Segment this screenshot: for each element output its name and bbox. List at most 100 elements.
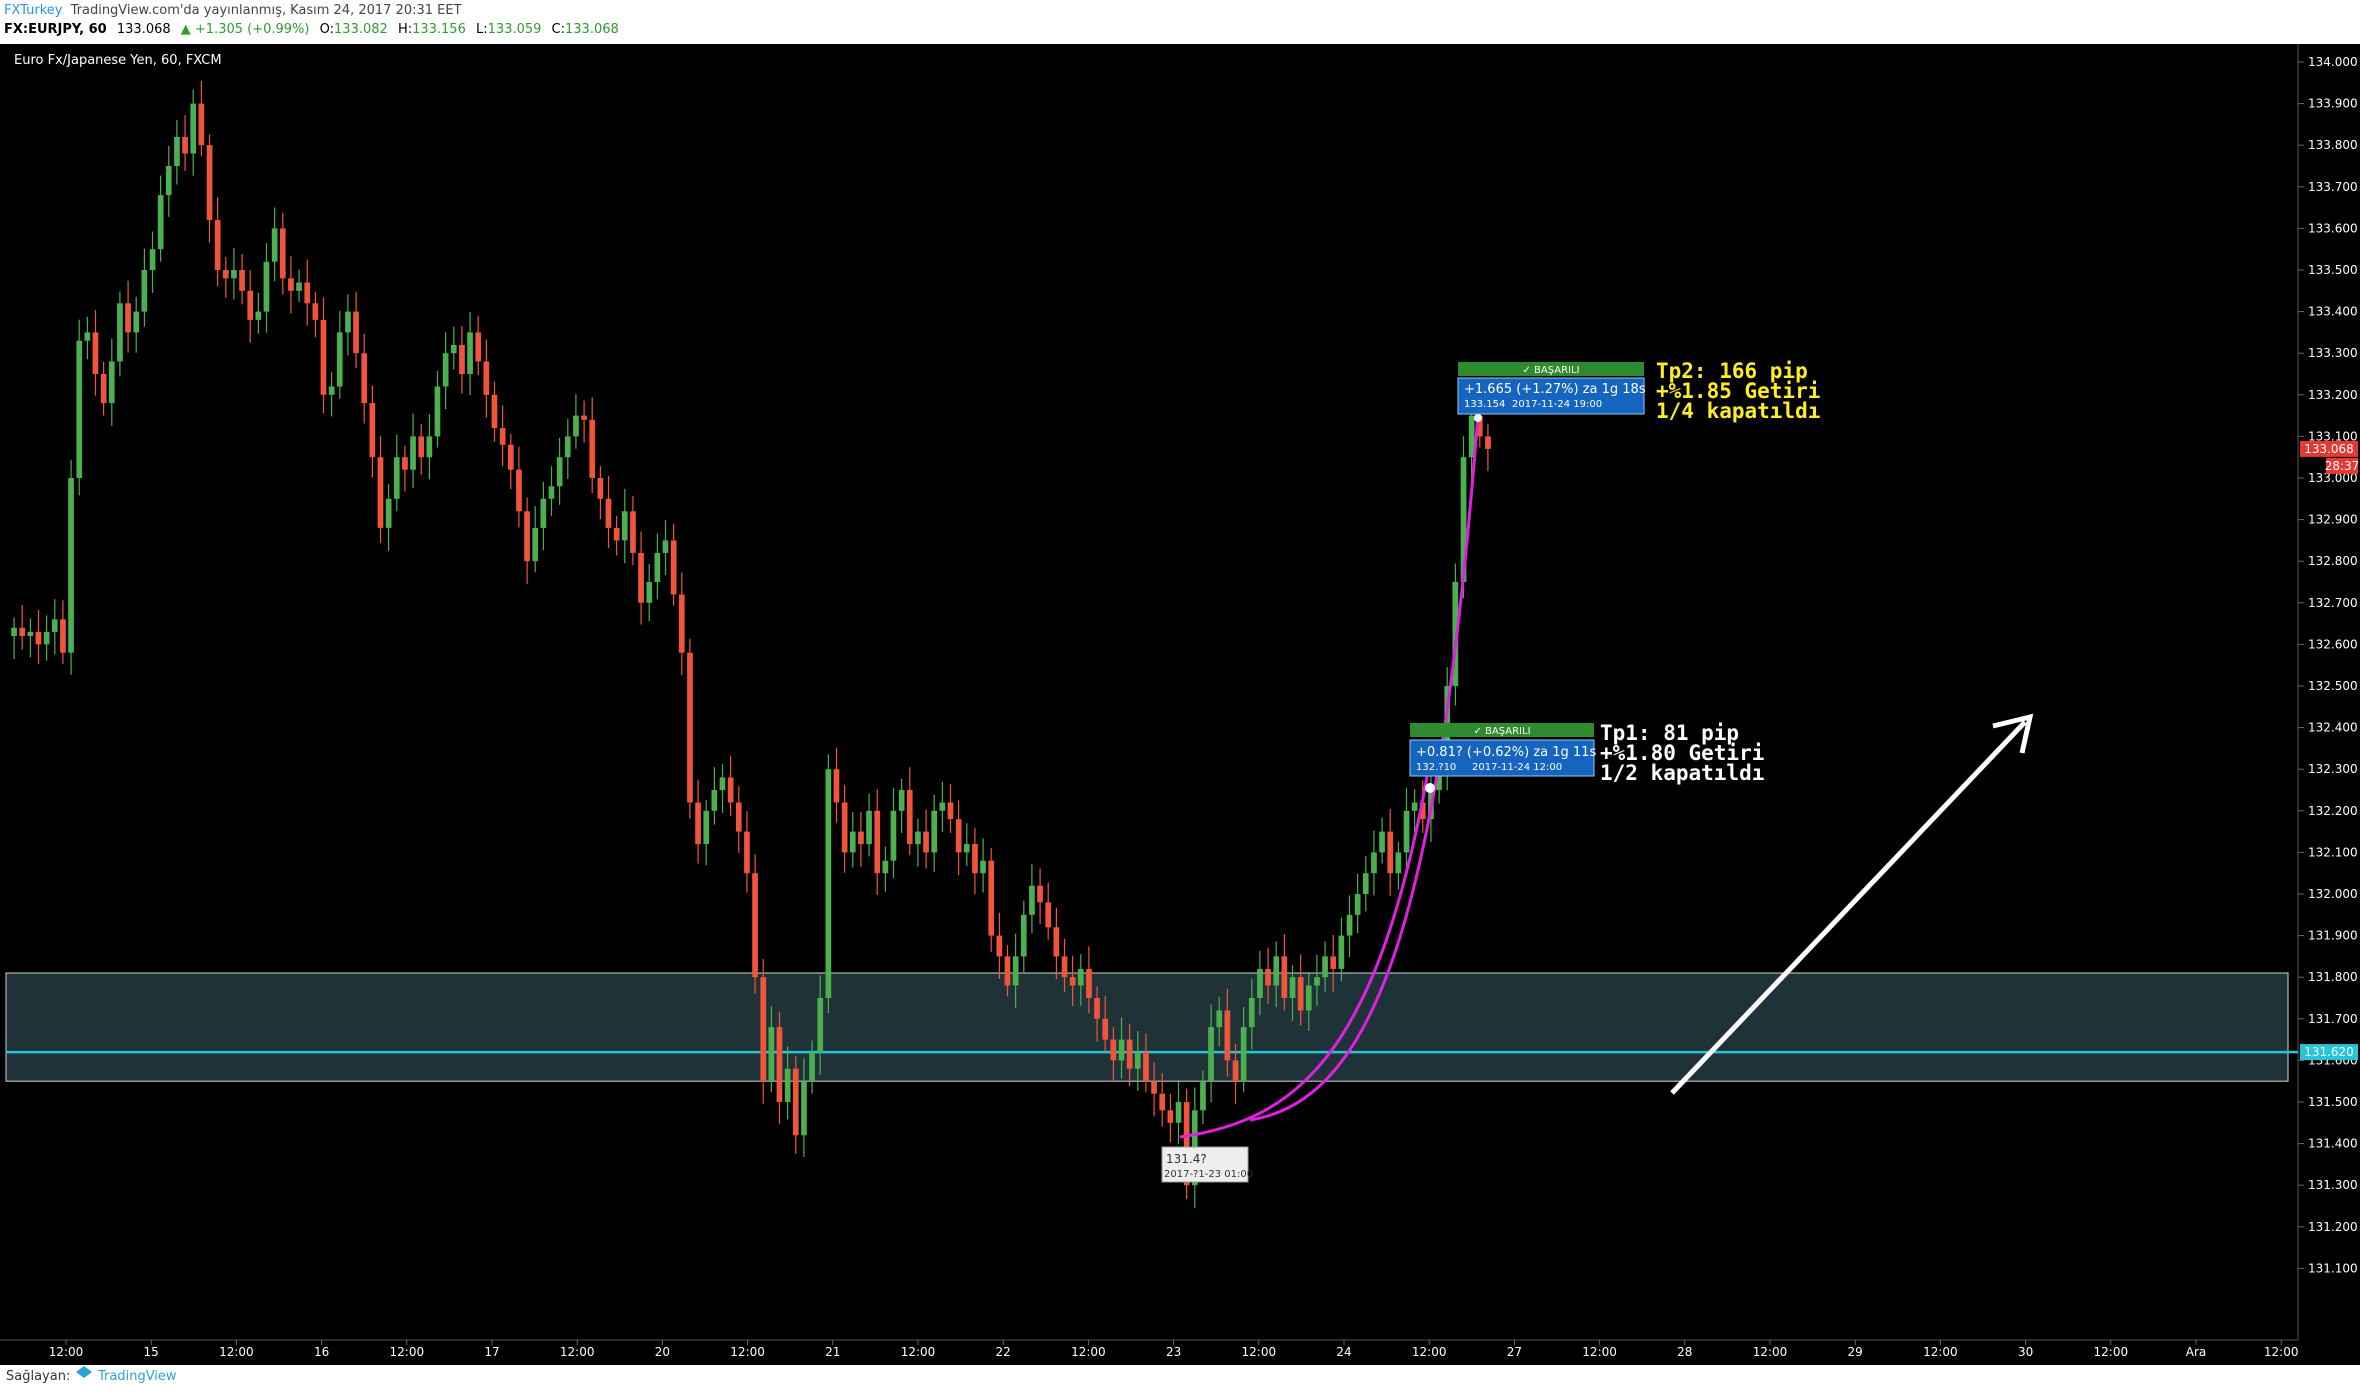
candle[interactable] bbox=[687, 639, 693, 819]
candle[interactable] bbox=[442, 332, 449, 410]
candle[interactable] bbox=[1485, 423, 1491, 472]
candle[interactable] bbox=[923, 809, 929, 869]
candle[interactable] bbox=[1411, 789, 1418, 832]
candle[interactable] bbox=[1020, 900, 1027, 974]
candle[interactable] bbox=[955, 800, 962, 876]
candle[interactable] bbox=[239, 253, 245, 305]
candle[interactable] bbox=[304, 259, 311, 326]
candle[interactable] bbox=[1371, 830, 1377, 896]
candle[interactable] bbox=[345, 294, 351, 356]
candle[interactable] bbox=[157, 175, 164, 262]
candle[interactable] bbox=[1126, 1024, 1133, 1087]
direction-arrow[interactable] bbox=[1670, 720, 2027, 1095]
time-axis[interactable]: 12:00 15 12:00 16 12:00 17 12:00 20 12:00 21 12:00… bbox=[49, 1340, 2299, 1359]
candle[interactable] bbox=[1281, 934, 1288, 1011]
candle[interactable] bbox=[564, 418, 571, 479]
candle[interactable] bbox=[678, 572, 685, 676]
candle[interactable] bbox=[760, 959, 767, 1104]
projection-curve-2[interactable] bbox=[1249, 414, 1480, 1122]
candle[interactable] bbox=[1167, 1093, 1174, 1143]
candle[interactable] bbox=[1322, 941, 1328, 993]
candle[interactable] bbox=[866, 793, 872, 857]
candle[interactable] bbox=[1037, 868, 1043, 925]
candle[interactable] bbox=[703, 800, 710, 866]
candle[interactable] bbox=[581, 400, 587, 443]
candle[interactable] bbox=[695, 779, 701, 864]
candle[interactable] bbox=[589, 397, 596, 493]
candle[interactable] bbox=[841, 784, 848, 873]
candle[interactable] bbox=[825, 754, 832, 1014]
candle[interactable] bbox=[312, 292, 319, 338]
candle[interactable] bbox=[60, 600, 66, 664]
candle[interactable] bbox=[450, 326, 457, 370]
candle[interactable] bbox=[638, 531, 644, 625]
tp1-badge[interactable]: ✓ BAŞARILI +0.81? (+0.62%) za 1g 11s 132… bbox=[1409, 723, 1596, 777]
candle[interactable] bbox=[279, 212, 286, 295]
candle[interactable] bbox=[51, 599, 58, 655]
projection-curve-1[interactable] bbox=[1179, 759, 1432, 1139]
candle[interactable] bbox=[613, 515, 620, 556]
candle[interactable] bbox=[980, 838, 986, 893]
candle[interactable] bbox=[1208, 1004, 1214, 1103]
candle[interactable] bbox=[1077, 954, 1084, 1006]
candle[interactable] bbox=[117, 291, 123, 377]
candle[interactable] bbox=[1061, 938, 1068, 993]
candle[interactable] bbox=[149, 231, 156, 293]
candle[interactable] bbox=[548, 466, 555, 517]
candle[interactable] bbox=[35, 610, 42, 664]
candle[interactable] bbox=[744, 811, 750, 893]
candle[interactable] bbox=[190, 89, 197, 176]
candle[interactable] bbox=[133, 296, 140, 353]
candle[interactable] bbox=[890, 788, 897, 879]
candle[interactable] bbox=[410, 413, 416, 489]
candle[interactable] bbox=[1053, 907, 1060, 980]
candle[interactable] bbox=[1143, 1033, 1149, 1093]
candle[interactable] bbox=[784, 1046, 791, 1120]
candle[interactable] bbox=[165, 145, 172, 217]
candle[interactable] bbox=[1305, 973, 1312, 1031]
candle[interactable] bbox=[1094, 986, 1100, 1042]
candle[interactable] bbox=[1379, 817, 1385, 864]
candle[interactable] bbox=[43, 615, 50, 661]
candle[interactable] bbox=[11, 617, 17, 659]
candle[interactable] bbox=[369, 385, 376, 478]
candle[interactable] bbox=[1354, 873, 1361, 934]
candle[interactable] bbox=[361, 333, 368, 424]
candle[interactable] bbox=[1110, 1027, 1117, 1083]
candle[interactable] bbox=[1151, 1062, 1157, 1117]
candle[interactable] bbox=[499, 405, 506, 466]
candle[interactable] bbox=[100, 361, 107, 416]
candle[interactable] bbox=[1045, 882, 1052, 940]
candle[interactable] bbox=[263, 243, 270, 333]
candle[interactable] bbox=[467, 311, 473, 396]
candle[interactable] bbox=[1004, 945, 1011, 997]
candle[interactable] bbox=[858, 811, 864, 867]
candle[interactable] bbox=[1297, 954, 1304, 1026]
candle[interactable] bbox=[768, 1006, 775, 1093]
candle[interactable] bbox=[1069, 955, 1076, 1006]
candle[interactable] bbox=[296, 269, 302, 302]
candle[interactable] bbox=[1175, 1080, 1182, 1144]
candle[interactable] bbox=[1086, 946, 1092, 1014]
candle[interactable] bbox=[1012, 933, 1019, 1008]
candle[interactable] bbox=[1395, 841, 1402, 890]
candle[interactable] bbox=[849, 812, 856, 868]
candle[interactable] bbox=[833, 747, 840, 823]
candle[interactable] bbox=[939, 781, 946, 832]
candle[interactable] bbox=[947, 783, 954, 833]
candle[interactable] bbox=[1330, 935, 1337, 992]
candle[interactable] bbox=[988, 847, 995, 952]
candle[interactable] bbox=[377, 435, 384, 543]
candle[interactable] bbox=[727, 755, 734, 817]
candle[interactable] bbox=[1257, 950, 1263, 1016]
candle[interactable] bbox=[198, 80, 205, 157]
candle[interactable] bbox=[1159, 1073, 1166, 1127]
candle[interactable] bbox=[206, 134, 213, 243]
candle[interactable] bbox=[735, 786, 742, 853]
candle[interactable] bbox=[255, 292, 262, 334]
candle[interactable] bbox=[475, 316, 482, 376]
candle[interactable] bbox=[654, 533, 661, 600]
candle[interactable] bbox=[483, 339, 490, 418]
candle[interactable] bbox=[76, 319, 83, 496]
